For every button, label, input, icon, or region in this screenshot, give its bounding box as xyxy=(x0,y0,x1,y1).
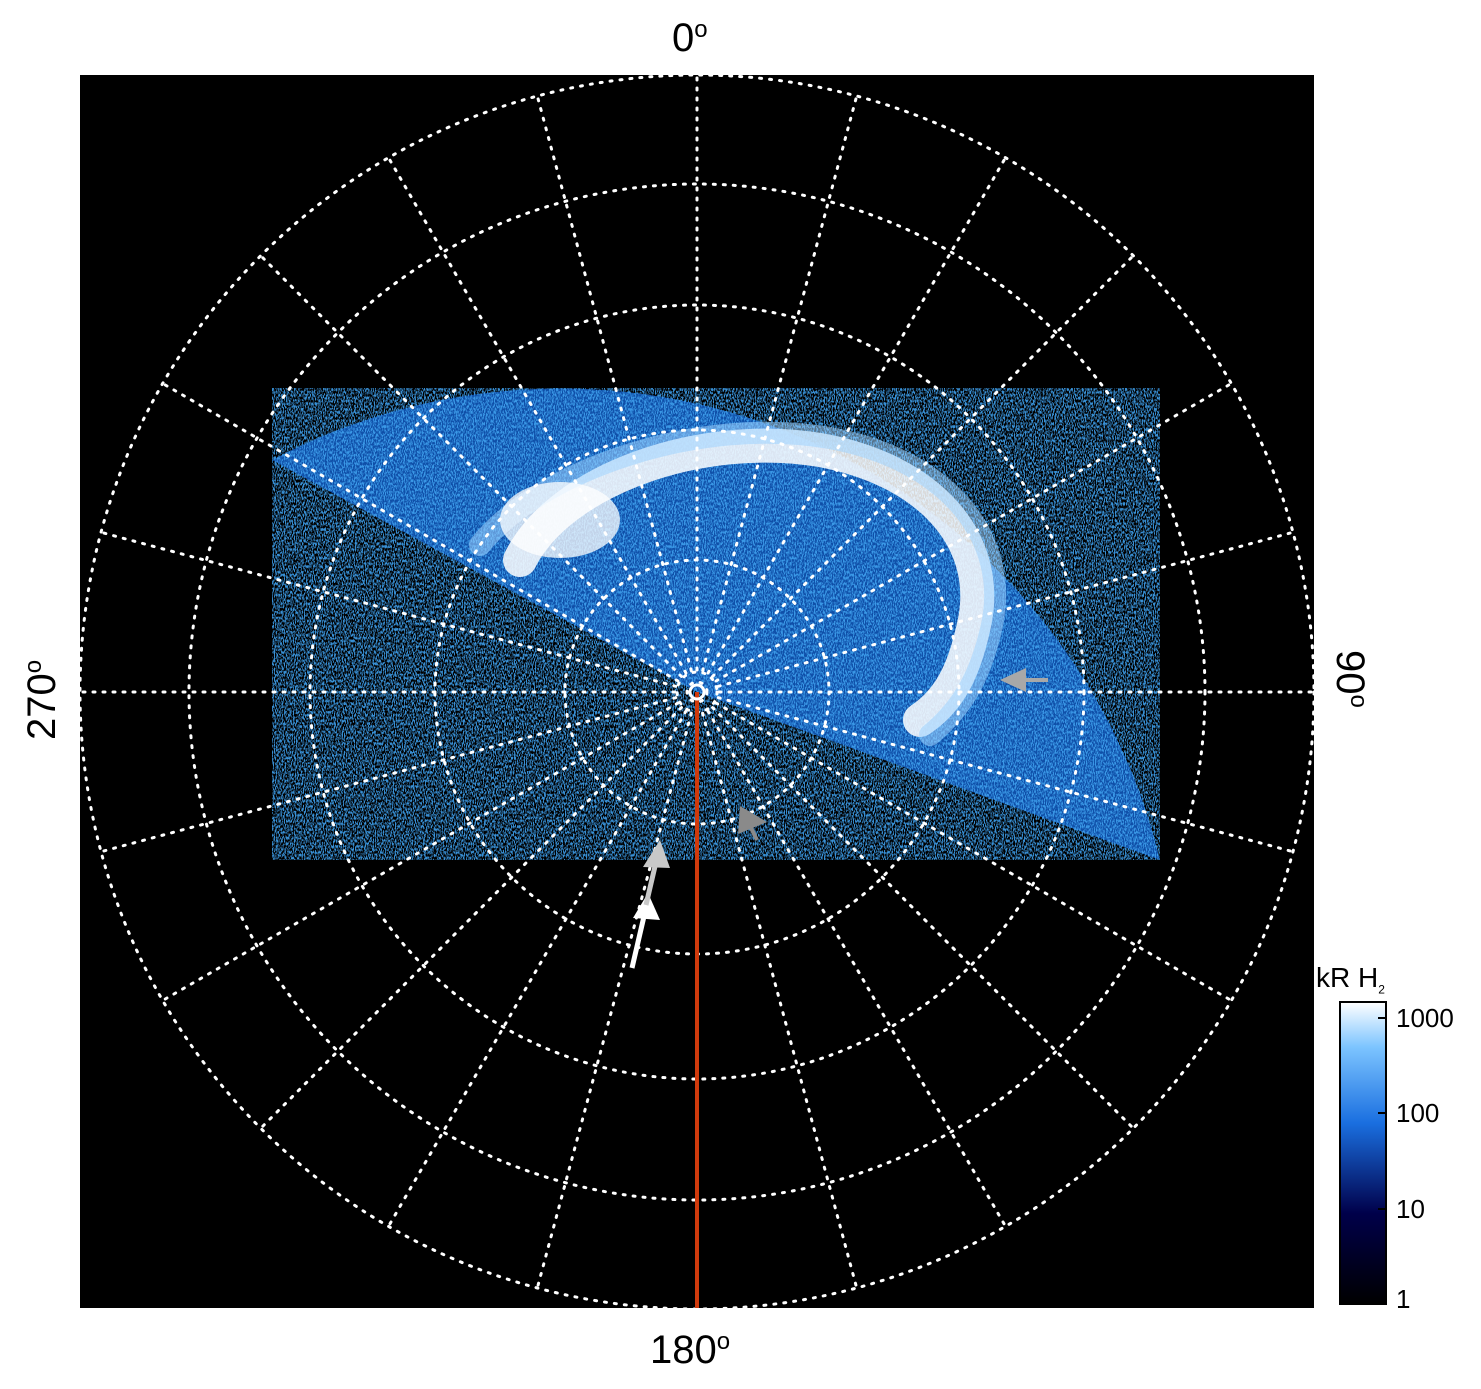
main-auroral-oval xyxy=(503,428,995,737)
meridian-line xyxy=(387,156,688,675)
colorbar xyxy=(1339,1001,1387,1305)
gray-arrow-center xyxy=(738,806,767,841)
meridian-line xyxy=(535,94,693,673)
azimuth-label-top: 0o xyxy=(672,16,708,60)
azimuth-label-bottom: 180o xyxy=(650,1328,731,1372)
meridian-line xyxy=(259,706,683,1130)
colorbar-tick-label: 1 xyxy=(1396,1284,1411,1314)
pole-marker xyxy=(688,683,706,701)
colorbar-title: kR H2 xyxy=(1316,962,1385,997)
meridian-line xyxy=(711,254,1135,678)
white-arrow-lower xyxy=(629,893,660,969)
meridian-line xyxy=(711,706,1135,1130)
meridian-line xyxy=(714,382,1233,683)
meridian-line xyxy=(161,382,680,683)
main-auroral-oval-glow xyxy=(469,421,1007,746)
meridian-line xyxy=(99,530,678,688)
meridian-line xyxy=(716,696,1295,854)
meridian-line xyxy=(701,94,859,673)
meridian-line xyxy=(716,530,1295,688)
colorbar-tick-label: 10 xyxy=(1396,1194,1425,1224)
longitude-grid xyxy=(80,75,1314,1308)
azimuth-label-right: 90o xyxy=(1328,650,1372,708)
meridian-line xyxy=(706,156,1007,675)
colorbar-tick-label: 1000 xyxy=(1396,1003,1454,1033)
bright-patch xyxy=(500,482,620,558)
meridian-line xyxy=(259,254,683,678)
colorbar-ticks xyxy=(1378,1017,1386,1303)
gray-arrow-right xyxy=(1000,668,1048,692)
meridian-line xyxy=(714,701,1233,1002)
meridian-line xyxy=(99,696,678,854)
colorbar-tick-label: 100 xyxy=(1396,1098,1440,1128)
meridian-line xyxy=(706,709,1007,1228)
gray-arrow-upper-left xyxy=(643,840,670,906)
meridian-line xyxy=(535,711,693,1290)
meridian-line xyxy=(387,709,688,1228)
azimuth-label-left: 270o xyxy=(20,659,64,740)
meridian-line xyxy=(701,711,859,1290)
meridian-line xyxy=(161,701,680,1002)
